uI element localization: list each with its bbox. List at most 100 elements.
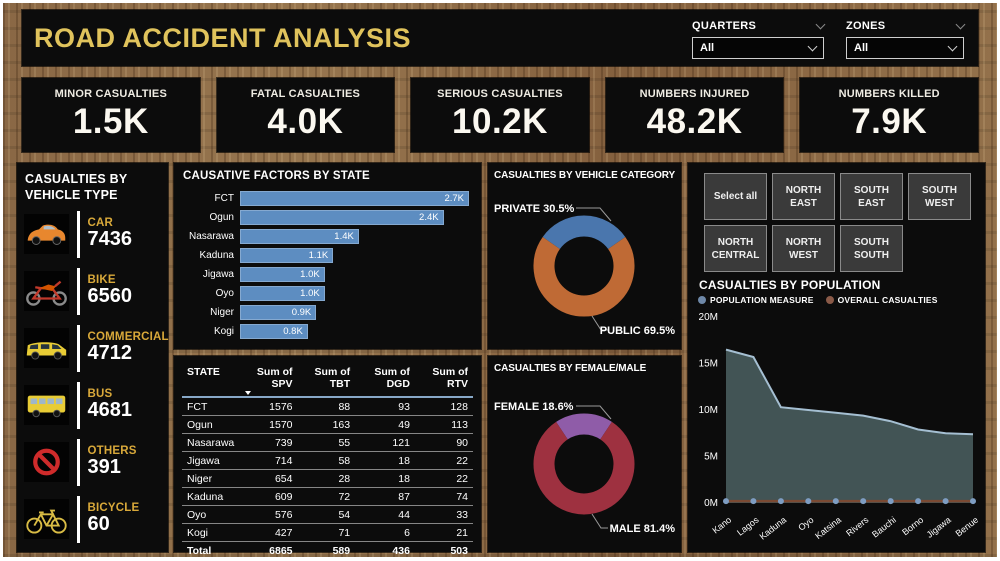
table-cell: Jigawa	[182, 451, 240, 470]
casualties-marker	[832, 498, 839, 505]
sort-descending-icon	[245, 391, 252, 395]
table-cell: 93	[355, 397, 415, 416]
table-header-cell[interactable]: STATE	[182, 363, 240, 398]
bar-oyo[interactable]: 1.0K	[240, 286, 325, 301]
car-icon	[24, 214, 69, 254]
vehicle-item[interactable]: CAR 7436	[24, 210, 163, 259]
table-cell: 74	[414, 487, 473, 506]
donut-slice-female[interactable]	[556, 413, 612, 440]
kpi-card: SERIOUS CASUALTIES 10.2K	[411, 78, 589, 152]
population-line	[725, 348, 974, 436]
page-title: ROAD ACCIDENT ANALYSIS	[34, 22, 412, 53]
bar-nasarawa[interactable]: 1.4K	[240, 229, 359, 244]
quarters-selected-value: All	[700, 41, 715, 54]
total-row: Total 6865 589 436 503	[182, 541, 473, 559]
table-header-row: STATE Sum of SPV Sum of TBT Sum of DGD Sum o…	[182, 363, 473, 398]
bar-row: Kogi 0.8K	[178, 324, 469, 339]
vehicle-item[interactable]: BUS 4681	[24, 381, 163, 430]
table-cell: 739	[239, 433, 298, 452]
vehicle-item[interactable]: OTHERS 391	[24, 438, 163, 487]
zone-button-south-south[interactable]: SOUTH SOUTH	[840, 225, 903, 272]
bar-kaduna[interactable]: 1.1K	[240, 248, 334, 263]
donut-slice-male[interactable]	[533, 421, 635, 515]
table-cell: 503	[414, 541, 473, 559]
bus-icon	[24, 385, 69, 425]
table-header-cell[interactable]: Sum of TBT	[297, 363, 356, 398]
area-chart-title: CASUALTIES BY POPULATION	[699, 278, 881, 292]
table-row[interactable]: Niger 654 28 18 22	[182, 469, 473, 488]
bar-jigawa[interactable]: 1.0K	[240, 267, 325, 282]
table-cell: 72	[297, 487, 356, 506]
bar-kogi[interactable]: 0.8K	[240, 324, 308, 339]
zones-dropdown[interactable]: All	[846, 36, 964, 59]
vehicle-item[interactable]: COMMERCIAL 4712	[24, 324, 169, 373]
kpi-card: NUMBERS KILLED 7.9K	[800, 78, 978, 152]
bar-chart: FCT 2.7K Ogun 2.4K Nasarawa 1.4K Kaduna 1.1K Jig…	[174, 186, 481, 339]
table-row[interactable]: FCT 1576 88 93 128	[182, 397, 473, 416]
vehicle-items: CAR 7436 BIKE 6560 COMMERCIAL 4712 BUS 4681 OTHE…	[17, 210, 169, 544]
table-cell: 88	[297, 397, 356, 416]
table-cell: Oyo	[182, 505, 240, 524]
vehicle-item[interactable]: BIKE 6560	[24, 267, 163, 316]
casualties-marker	[750, 498, 757, 505]
divider	[77, 210, 80, 258]
vehicle-category-donut[interactable]: PRIVATE 30.5% PUBLIC 69.5%	[488, 183, 681, 345]
column-label: STATE	[187, 366, 220, 378]
vehicle-text: BIKE 6560	[88, 274, 133, 308]
table-cell: 33	[414, 505, 473, 524]
zone-button-south-east[interactable]: SOUTH EAST	[840, 173, 903, 220]
table-row[interactable]: Oyo 576 54 44 33	[182, 505, 473, 524]
x-axis-label: Oyo	[796, 515, 815, 533]
kpi-label: MINOR CASUALTIES	[54, 88, 167, 100]
table-cell: Nasarawa	[182, 433, 240, 452]
table-header-cell[interactable]: Sum of DGD	[355, 363, 415, 398]
vehicle-item[interactable]: BICYCLE 60	[24, 495, 163, 544]
table-header-cell[interactable]: Sum of RTV	[414, 363, 473, 398]
table-cell: 6	[355, 523, 415, 542]
kpi-value: 1.5K	[72, 102, 149, 141]
zone-button-north-west[interactable]: NORTH WEST	[772, 225, 835, 272]
no-entry-icon	[24, 442, 69, 482]
zone-button-select-all[interactable]: Select all	[704, 173, 767, 220]
casualties-marker	[970, 498, 976, 505]
bar-row: Niger 0.9K	[178, 305, 469, 320]
legend-label: OVERALL CASUALTIES	[837, 295, 938, 305]
casualties-marker	[887, 498, 894, 505]
label-leader-line	[591, 315, 608, 331]
quarters-dropdown[interactable]: All	[692, 36, 824, 59]
table-head: STATE Sum of SPV Sum of TBT Sum of DGD Sum o…	[182, 363, 473, 398]
bar-ogun[interactable]: 2.4K	[240, 210, 444, 225]
vehicle-value: 60	[87, 513, 110, 536]
table-row[interactable]: Jigawa 714 58 18 22	[182, 451, 473, 470]
kpi-card: FATAL CASUALTIES 4.0K	[216, 78, 395, 152]
table-row[interactable]: Kaduna 609 72 87 74	[182, 487, 473, 506]
legend-dot	[698, 296, 706, 304]
zone-button-south-west[interactable]: SOUTH WEST	[908, 173, 971, 220]
zone-button-north-central[interactable]: NORTH CENTRAL	[704, 225, 767, 272]
donut-slice-private[interactable]	[542, 215, 626, 250]
motorcycle-icon	[24, 271, 69, 311]
bar-fct[interactable]: 2.7K	[240, 191, 469, 206]
y-axis-label: 15M	[699, 359, 718, 370]
x-axis-label: Katsina	[813, 515, 843, 541]
population-area[interactable]	[726, 349, 973, 503]
bar-category-label: Nasarawa	[188, 231, 234, 242]
divider	[77, 267, 80, 315]
zone-button-north-east[interactable]: NORTH EAST	[772, 173, 835, 220]
casualties-marker	[723, 498, 729, 505]
table-cell: 6865	[239, 541, 298, 559]
bar-niger[interactable]: 0.9K	[240, 305, 317, 320]
table-row[interactable]: Nasarawa 739 55 121 90	[182, 433, 473, 452]
table-cell: Total	[182, 541, 240, 559]
table-header-cell[interactable]: Sum of SPV	[239, 363, 298, 398]
slice-label: MALE 81.4%	[610, 523, 676, 535]
female-male-donut[interactable]: FEMALE 18.6% MALE 81.4%	[488, 376, 681, 548]
bar-value-label: 0.9K	[291, 307, 312, 318]
bar-category-label: Niger	[210, 307, 234, 318]
table-row[interactable]: Kogi 427 71 6 21	[182, 523, 473, 542]
table-row[interactable]: Ogun 1570 163 49 113	[182, 415, 473, 434]
vehicle-value: 391	[87, 456, 121, 479]
donut-slice-public[interactable]	[533, 236, 635, 317]
legend-label: POPULATION MEASURE	[710, 295, 814, 305]
